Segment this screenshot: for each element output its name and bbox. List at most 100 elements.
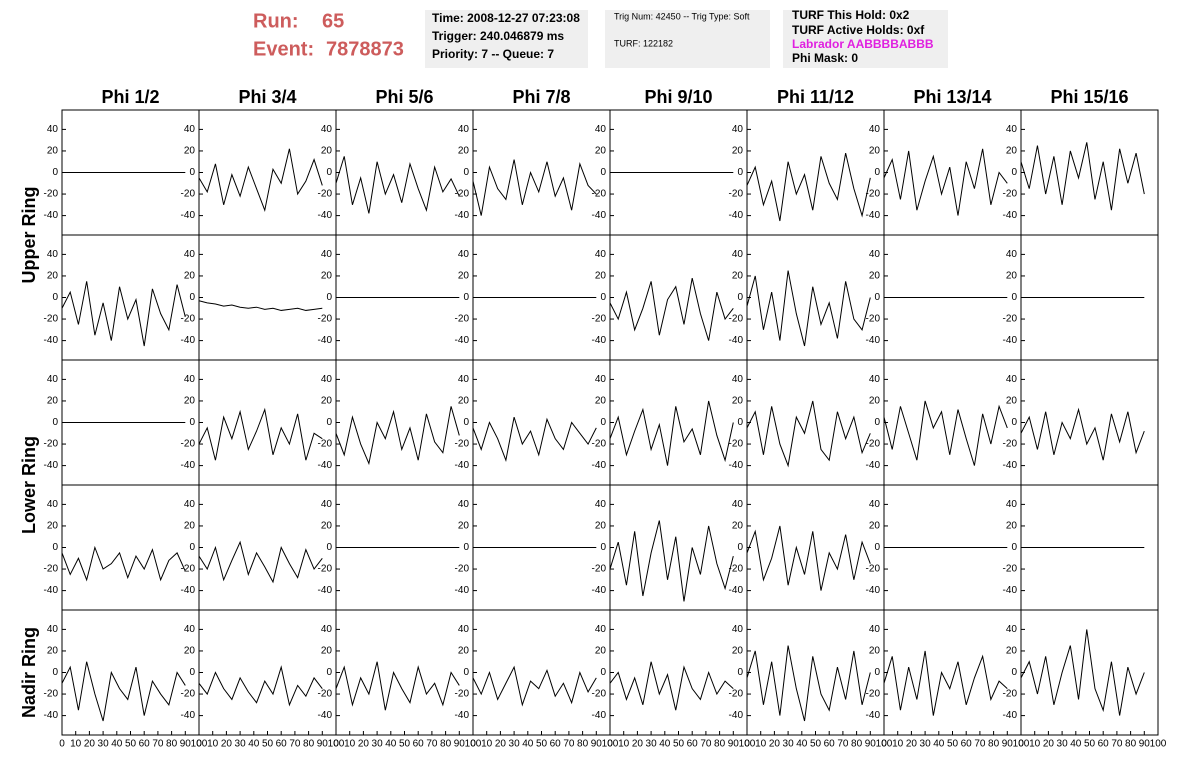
y-tick-label: -40 — [866, 210, 881, 221]
x-tick-label: 70 — [563, 739, 575, 750]
y-tick-label: -20 — [44, 564, 59, 575]
y-tick-label: 40 — [321, 624, 333, 635]
y-tick-label: 0 — [52, 167, 58, 178]
y-tick-label: 40 — [1006, 249, 1018, 260]
x-tick-label: 20 — [906, 739, 918, 750]
time-box — [425, 10, 588, 68]
y-tick-label: 20 — [321, 646, 333, 657]
y-tick-label: 0 — [600, 542, 606, 553]
x-tick-label: 70 — [426, 739, 438, 750]
y-tick-label: 40 — [732, 124, 744, 135]
y-tick-label: 20 — [184, 646, 196, 657]
y-tick-label: -40 — [181, 335, 196, 346]
x-tick-label: 70 — [1111, 739, 1123, 750]
x-tick-label: 10 — [70, 739, 82, 750]
x-tick-label: 30 — [509, 739, 521, 750]
y-tick-label: 40 — [595, 124, 607, 135]
y-tick-label: 0 — [737, 417, 743, 428]
y-tick-label: 20 — [1006, 146, 1018, 157]
y-tick-label: -40 — [592, 585, 607, 596]
column-title: Phi 1/2 — [101, 87, 159, 107]
y-tick-label: -20 — [1003, 564, 1018, 575]
y-tick-label: 0 — [737, 167, 743, 178]
y-tick-label: -40 — [729, 210, 744, 221]
y-tick-label: -20 — [729, 439, 744, 450]
y-tick-label: 0 — [600, 292, 606, 303]
y-tick-label: -40 — [729, 460, 744, 471]
y-tick-label: 40 — [1006, 624, 1018, 635]
x-tick-label: 20 — [769, 739, 781, 750]
y-tick-label: -20 — [44, 439, 59, 450]
y-tick-label: -40 — [729, 585, 744, 596]
y-tick-label: 0 — [463, 167, 469, 178]
waveform — [335, 406, 460, 466]
y-tick-label: 20 — [732, 146, 744, 157]
y-tick-label: -20 — [1003, 439, 1018, 450]
trig-num: Trig Num: 42450 -- Trig Type: Soft — [614, 11, 750, 21]
y-tick-label: 0 — [737, 542, 743, 553]
panel-frame — [335, 109, 474, 236]
y-tick-label: 0 — [600, 667, 606, 678]
x-tick-label: 70 — [974, 739, 986, 750]
x-tick-label: 70 — [289, 739, 301, 750]
y-tick-label: 20 — [869, 396, 881, 407]
x-tick-label: 60 — [961, 739, 973, 750]
waveform — [198, 148, 323, 213]
y-tick-label: -20 — [318, 189, 333, 200]
y-tick-label: -40 — [1003, 585, 1018, 596]
x-tick-label: 10 — [892, 739, 904, 750]
column-title: Phi 5/6 — [375, 87, 433, 107]
y-tick-label: -40 — [181, 210, 196, 221]
y-tick-label: -40 — [866, 335, 881, 346]
panel-frame — [198, 234, 337, 361]
y-tick-label: 0 — [463, 667, 469, 678]
x-tick-label: 30 — [920, 739, 932, 750]
y-tick-label: 0 — [1011, 667, 1017, 678]
waveform — [198, 300, 323, 311]
y-tick-label: 0 — [52, 292, 58, 303]
y-tick-label: 0 — [874, 167, 880, 178]
x-tick-label: 90 — [317, 739, 329, 750]
x-tick-label: 90 — [1139, 739, 1151, 750]
row-title: Nadir Ring — [19, 627, 39, 718]
x-tick-label: 30 — [372, 739, 384, 750]
x-tick-label: 0 — [59, 739, 65, 750]
waveform — [472, 665, 597, 707]
y-tick-label: -20 — [318, 564, 333, 575]
x-tick-label: 0 — [1018, 739, 1024, 750]
x-tick-label: 80 — [988, 739, 1000, 750]
waveform — [609, 520, 734, 602]
y-tick-label: 20 — [595, 396, 607, 407]
y-tick-label: 20 — [1006, 396, 1018, 407]
y-tick-label: -40 — [729, 710, 744, 721]
y-tick-label: -40 — [1003, 710, 1018, 721]
panel-frame — [746, 109, 885, 236]
panel-frame — [609, 609, 748, 736]
x-tick-label: 0 — [744, 739, 750, 750]
x-tick-label: 90 — [865, 739, 877, 750]
waveform — [198, 540, 323, 584]
panel-frame — [61, 234, 200, 361]
y-tick-label: 20 — [732, 396, 744, 407]
y-tick-label: 40 — [321, 374, 333, 385]
y-tick-label: 20 — [321, 521, 333, 532]
y-tick-label: -40 — [181, 460, 196, 471]
x-tick-label: 40 — [522, 739, 534, 750]
x-tick-label: 20 — [1043, 739, 1055, 750]
panel-frame — [1020, 609, 1159, 736]
waveform — [335, 156, 460, 214]
y-tick-label: 20 — [321, 146, 333, 157]
y-tick-label: 20 — [321, 271, 333, 282]
y-tick-label: 20 — [47, 521, 59, 532]
y-tick-label: 20 — [184, 146, 196, 157]
trig-box — [605, 10, 770, 68]
y-tick-label: -40 — [592, 710, 607, 721]
y-tick-label: -20 — [455, 564, 470, 575]
panel-frame — [609, 484, 748, 611]
y-tick-label: 0 — [874, 292, 880, 303]
waveform — [746, 152, 871, 222]
y-tick-label: -20 — [181, 189, 196, 200]
panel-frame — [198, 609, 337, 736]
x-tick-label: 70 — [837, 739, 849, 750]
x-tick-label: 100 — [328, 739, 345, 750]
